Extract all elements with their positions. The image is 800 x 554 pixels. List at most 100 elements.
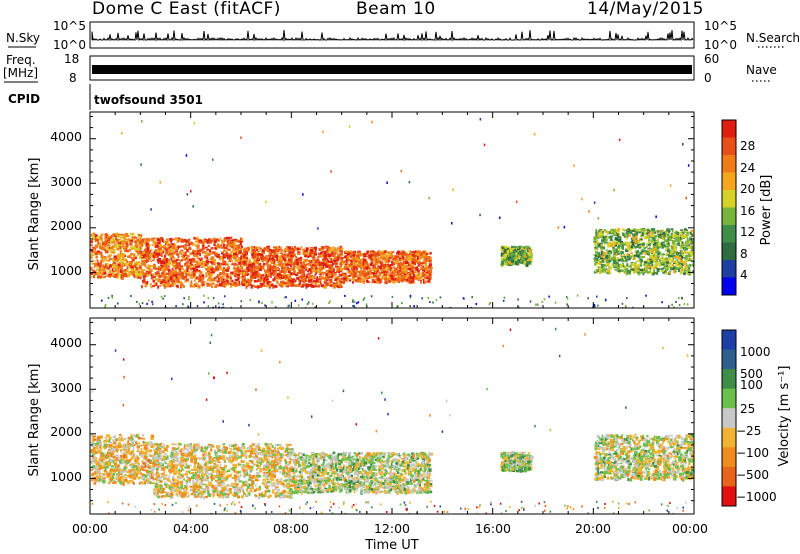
echo-cell [224,246,227,249]
echo-cell [365,266,367,269]
echo-cell [667,267,669,270]
echo-cell [646,258,648,262]
echo-cell [679,231,683,234]
echo-cell [213,269,216,272]
echo-cell [147,271,152,275]
echo-cell [94,264,98,266]
echo-cell [188,270,191,274]
echo-cell [225,251,228,255]
echo-cell [243,282,247,285]
echo-cell [637,229,640,233]
echo-cell [309,261,312,264]
echo-cell [510,258,514,262]
echo-cell [362,258,367,262]
echo-cell [110,238,113,242]
ground-scatter-cell [566,303,568,306]
echo-cell [412,273,416,278]
ground-scatter-cell [409,305,411,308]
echo-cell [410,255,413,259]
echo-cell [166,276,170,280]
echo-cell [168,282,171,285]
echo-cell [152,255,155,259]
echo-cell [103,265,107,269]
echo-cell [641,227,645,230]
ground-scatter-cell [217,302,220,305]
echo-cell [191,257,196,261]
echo-cell [379,265,382,268]
echo-cell [207,265,209,268]
echo-cell [684,228,687,231]
ground-scatter-cell [182,303,184,306]
echo-cell [227,276,231,280]
ground-scatter-cell [283,296,286,299]
echo-cell [392,276,396,280]
echo-cell [309,252,313,256]
echo-cell [617,256,619,260]
echo-cell [144,248,146,251]
echo-cell [263,285,267,287]
echo-cell [396,279,399,281]
echo-cell [243,254,246,258]
echo-cell [285,253,288,256]
echo-cell [392,257,396,261]
echo-cell [664,240,668,243]
echo-cell [352,257,356,261]
echo-cell [293,269,295,271]
echo-cell [515,257,518,261]
echo-cell [145,259,149,262]
echo-cell [273,246,275,248]
echo-cell [275,272,277,276]
echo-cell [686,231,690,235]
echo-cell [411,279,415,283]
echo-cell [402,265,406,269]
echo-cell [326,245,330,248]
echo-cell [663,260,665,264]
echo-cell [267,245,271,248]
echo-cell [632,233,636,237]
echo-cell [166,260,170,264]
echo-cell [268,257,271,261]
echo-cell [664,270,667,273]
echo-cell [216,262,219,265]
echo-cell [231,243,235,246]
echo-cell [245,285,248,289]
echo-cell [637,243,641,247]
echo-cell [207,273,210,276]
echo-cell [265,257,269,261]
echo-cell [198,274,201,276]
echo-cell [514,253,517,256]
echo-cell [626,241,630,245]
echo-cell [616,242,619,245]
echo-cell [322,257,325,260]
echo-cell [103,256,107,259]
ground-scatter-cell [673,306,675,308]
echo-cell [175,271,178,274]
echo-cell [337,280,341,284]
echo-cell [102,260,105,263]
echo-cell [219,265,222,270]
echo-cell [229,285,232,288]
echo-cell [201,274,205,277]
echo-cell [660,268,664,270]
date-title: 14/May/2015 [587,0,704,19]
echo-cell [341,262,344,265]
echo-cell [103,272,107,275]
echo-cell [120,276,123,279]
echo-cell [284,277,288,280]
echo-cell [678,255,682,257]
echo-cell [191,263,193,266]
echo-cell [409,253,411,257]
echo-cell [367,263,370,267]
echo-cell [226,275,229,278]
echo-cell [365,272,368,277]
echo-cell [671,264,675,267]
freq-trace [92,65,692,74]
echo-cell [334,253,337,255]
echo-cell [618,252,621,255]
ground-scatter-cell [554,301,557,304]
echo-cell [631,242,635,246]
echo-cell [337,248,340,250]
echo-cell [234,283,237,287]
echo-cell [262,256,266,259]
echo-cell [399,252,404,255]
